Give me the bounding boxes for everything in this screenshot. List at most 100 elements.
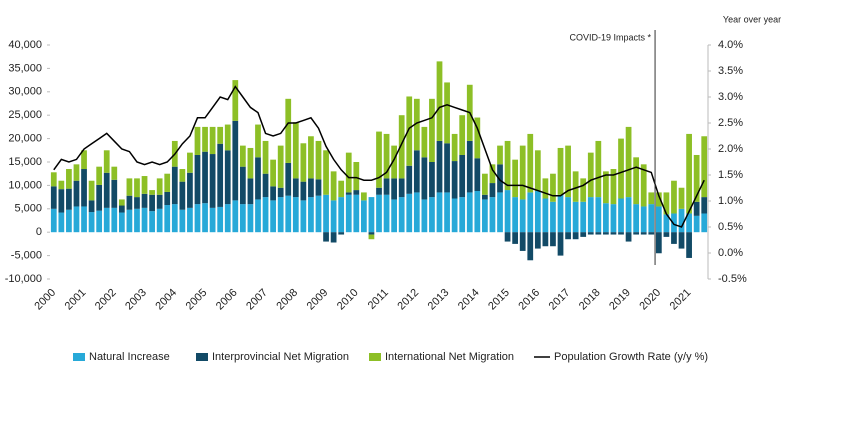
- bar-segment: [202, 126, 208, 152]
- bar-segment: [118, 205, 125, 213]
- x-tick-label: 2004: [153, 287, 179, 313]
- bar-segment: [270, 186, 276, 201]
- legend-swatch: [196, 353, 208, 361]
- bar-segment: [141, 193, 148, 208]
- y-tick-label: 0: [36, 226, 42, 238]
- bar-segment: [482, 173, 488, 195]
- bar-segment: [126, 209, 133, 233]
- bar-segment: [118, 212, 125, 233]
- bar-segment: [519, 199, 526, 233]
- y2-tick-label: 3.5%: [718, 65, 743, 77]
- bar-segment: [489, 164, 496, 184]
- bar-segment: [580, 178, 587, 202]
- bar-segment: [111, 179, 118, 208]
- bar-segment: [489, 183, 496, 198]
- bar-segment: [686, 213, 692, 233]
- bar-segment: [580, 201, 587, 233]
- bar-segment: [572, 171, 579, 202]
- x-tick-label: 2001: [63, 287, 89, 313]
- bar-segment: [118, 199, 125, 206]
- legend-label: International Net Migration: [385, 351, 514, 363]
- bar-segment: [557, 147, 564, 195]
- bar-segment: [255, 199, 261, 233]
- bar-segment: [444, 143, 450, 193]
- bar-segment: [413, 192, 420, 233]
- bar-segment: [96, 166, 103, 185]
- bar-segment: [565, 232, 571, 240]
- bar-segment: [323, 232, 329, 242]
- y-tick-label: 30,000: [8, 86, 42, 98]
- bar-segment: [270, 159, 276, 187]
- legend-swatch: [73, 353, 85, 361]
- bar-segment: [663, 214, 670, 233]
- bar-segment: [277, 187, 284, 198]
- bar-segment: [587, 197, 594, 233]
- y-tick-label: 25,000: [8, 109, 42, 121]
- bar-segment: [73, 206, 80, 233]
- bar-segment: [277, 145, 284, 188]
- bar-segment: [224, 204, 231, 233]
- y-tick-label: -10,000: [5, 273, 42, 285]
- bar-segment: [338, 232, 345, 235]
- bar-segment: [451, 161, 458, 199]
- bar-segment: [542, 178, 549, 199]
- bar-segment: [640, 232, 647, 235]
- bar-segment: [648, 192, 655, 205]
- bar-segment: [353, 162, 360, 191]
- bar-segment: [701, 197, 708, 214]
- bar-segment: [391, 145, 398, 179]
- bar-segment: [285, 195, 292, 233]
- bar-segment: [572, 232, 579, 240]
- bar-segment: [217, 206, 224, 233]
- bar-segment: [73, 180, 80, 207]
- y-tick-label: 15,000: [8, 156, 42, 168]
- bar-segment: [527, 133, 534, 193]
- bar-segment: [413, 150, 420, 193]
- bar-segment: [557, 194, 564, 233]
- bar-segment: [66, 188, 72, 210]
- bar-segment: [504, 190, 511, 233]
- x-tick-label: 2019: [607, 287, 633, 313]
- y-tick-label: 10,000: [8, 179, 42, 191]
- bar-segment: [693, 201, 700, 216]
- bar-segment: [429, 162, 435, 198]
- bar-segment: [368, 234, 375, 240]
- bar-segment: [111, 207, 118, 233]
- bar-segment: [134, 208, 140, 233]
- bar-segment: [134, 197, 140, 209]
- bar-segment: [171, 166, 178, 205]
- bar-segment: [88, 180, 95, 201]
- y2-tick-label: 2.5%: [718, 117, 743, 129]
- x-tick-label: 2017: [547, 287, 573, 313]
- bar-segment: [179, 169, 186, 182]
- bar-segment: [103, 207, 110, 233]
- bar-segment: [534, 191, 541, 233]
- bar-segment: [376, 187, 382, 195]
- bar-segment: [421, 199, 428, 233]
- bar-segment: [262, 197, 269, 233]
- y-tick-label: 20,000: [8, 133, 42, 145]
- y2-tick-label: 4.0%: [718, 39, 743, 51]
- bar-segment: [141, 207, 148, 233]
- bar-segment: [587, 232, 594, 235]
- bar-segment: [300, 181, 307, 201]
- bar-segment: [565, 197, 571, 233]
- bar-segment: [179, 209, 186, 233]
- bar-segment: [81, 150, 87, 170]
- bar-segment: [300, 143, 307, 182]
- bar-segment: [194, 204, 201, 233]
- bar-segment: [542, 232, 549, 247]
- bar-segment: [164, 173, 171, 192]
- bar-segment: [625, 232, 632, 242]
- bar-segment: [580, 232, 587, 237]
- bar-segment: [701, 136, 708, 198]
- bar-segment: [640, 206, 647, 233]
- bar-segment: [451, 198, 458, 233]
- bar-segment: [58, 189, 65, 213]
- legend-label: Population Growth Rate (y/y %): [554, 351, 708, 363]
- bar-segment: [300, 200, 307, 233]
- bar-segment: [187, 207, 193, 233]
- x-tick-label: 2002: [93, 287, 119, 313]
- bar-segment: [285, 98, 292, 163]
- bar-segment: [103, 150, 110, 173]
